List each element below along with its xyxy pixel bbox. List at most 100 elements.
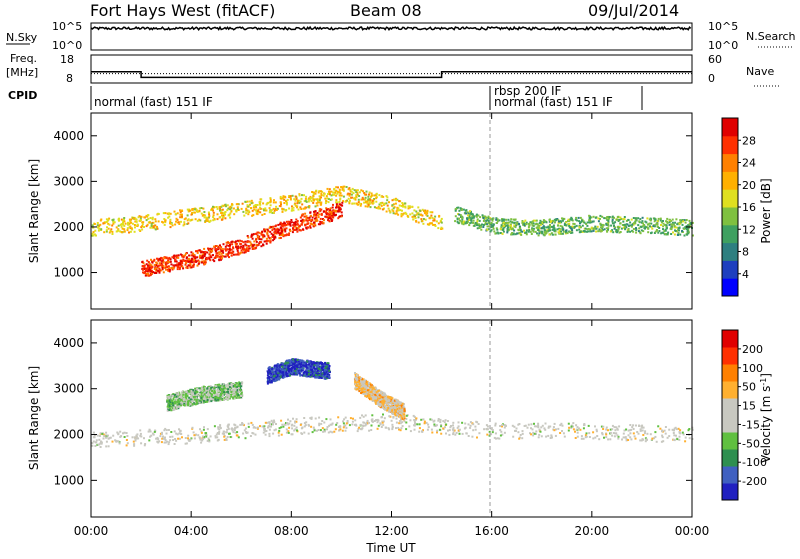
heatmap-cell [269,207,271,209]
heatmap-cell [504,432,506,434]
heatmap-cell [318,429,320,431]
heatmap-cell [418,222,420,224]
heatmap-cell [371,414,373,416]
heatmap-cell [676,223,678,225]
heatmap-cell [614,429,616,431]
heatmap-cell [623,218,625,220]
power-scatter [91,186,694,277]
heatmap-cell [290,195,292,197]
heatmap-cell [215,398,217,400]
heatmap-cell [290,219,292,221]
heatmap-cell [405,428,407,430]
heatmap-cell [342,430,344,432]
heatmap-cell [658,230,660,232]
heatmap-cell [211,208,213,210]
heatmap-cell [576,225,578,227]
heatmap-cell [304,224,306,226]
heatmap-cell [248,426,250,428]
heatmap-cell [449,429,451,431]
heatmap-cell [607,438,609,440]
heatmap-cell [359,203,361,205]
heatmap-cell [188,255,190,257]
heatmap-cell [144,444,146,446]
heatmap-cell [288,232,290,234]
heatmap-cell [183,256,185,258]
heatmap-cell [168,265,170,267]
heatmap-cell [483,224,485,226]
heatmap-cell [220,393,222,395]
heatmap-cell [563,218,565,220]
heatmap-cell [171,256,173,258]
heatmap-cell [187,214,189,216]
heatmap-cell [183,398,185,400]
heatmap-cell [535,430,537,432]
heatmap-cell [324,193,326,195]
heatmap-cell [222,216,224,218]
heatmap-cell [369,192,371,194]
heatmap-cell [610,225,612,227]
heatmap-cell [264,230,266,232]
heatmap-cell [239,383,241,385]
heatmap-cell [679,432,681,434]
heatmap-cell [381,426,383,428]
heatmap-cell [234,427,236,429]
heatmap-cell [290,199,292,201]
heatmap-cell [92,224,94,226]
heatmap-cell [253,205,255,207]
heatmap-cell [170,431,172,433]
heatmap-cell [223,243,225,245]
heatmap-cell [452,433,454,435]
heatmap-cell [638,425,640,427]
heatmap-cell [218,259,220,261]
heatmap-cell [326,195,328,197]
heatmap-cell [211,390,213,392]
heatmap-cell [145,275,147,277]
heatmap-cell [251,200,253,202]
heatmap-cell [415,220,417,222]
heatmap-cell [301,198,303,200]
heatmap-cell [463,209,465,211]
heatmap-cell [588,432,590,434]
heatmap-cell [617,429,619,431]
heatmap-cell [584,222,586,224]
heatmap-cell [180,399,182,401]
heatmap-cell [165,269,167,271]
heatmap-cell [335,186,337,188]
heatmap-cell [208,440,210,442]
heatmap-cell [456,432,458,434]
heatmap-cell [569,231,571,233]
heatmap-cell [338,206,340,208]
heatmap-cell [505,425,507,427]
heatmap-cell [440,425,442,427]
heatmap-cell [191,212,193,214]
heatmap-cell [660,232,662,234]
heatmap-cell [100,441,102,443]
heatmap-cell [155,262,157,264]
heatmap-cell [317,214,319,216]
heatmap-cell [367,206,369,208]
heatmap-cell [599,215,601,217]
heatmap-cell [115,441,117,443]
heatmap-cell [239,389,241,391]
heatmap-cell [685,222,687,224]
heatmap-cell [593,216,595,218]
heatmap-cell [301,220,303,222]
heatmap-cell [346,422,348,424]
heatmap-cell [357,430,359,432]
heatmap-cell [251,202,253,204]
heatmap-cell [189,403,191,405]
heatmap-cell [99,435,101,437]
heatmap-cell [365,197,367,199]
heatmap-cell [661,435,663,437]
heatmap-cell [527,427,529,429]
heatmap-cell [331,424,333,426]
heatmap-cell [409,419,411,421]
heatmap-cell [275,429,277,431]
heatmap-cell [204,393,206,395]
heatmap-cell [581,220,583,222]
heatmap-cell [513,219,515,221]
heatmap-cell [200,442,202,444]
heatmap-cell [275,206,277,208]
heatmap-cell [328,425,330,427]
heatmap-cell [336,422,338,424]
